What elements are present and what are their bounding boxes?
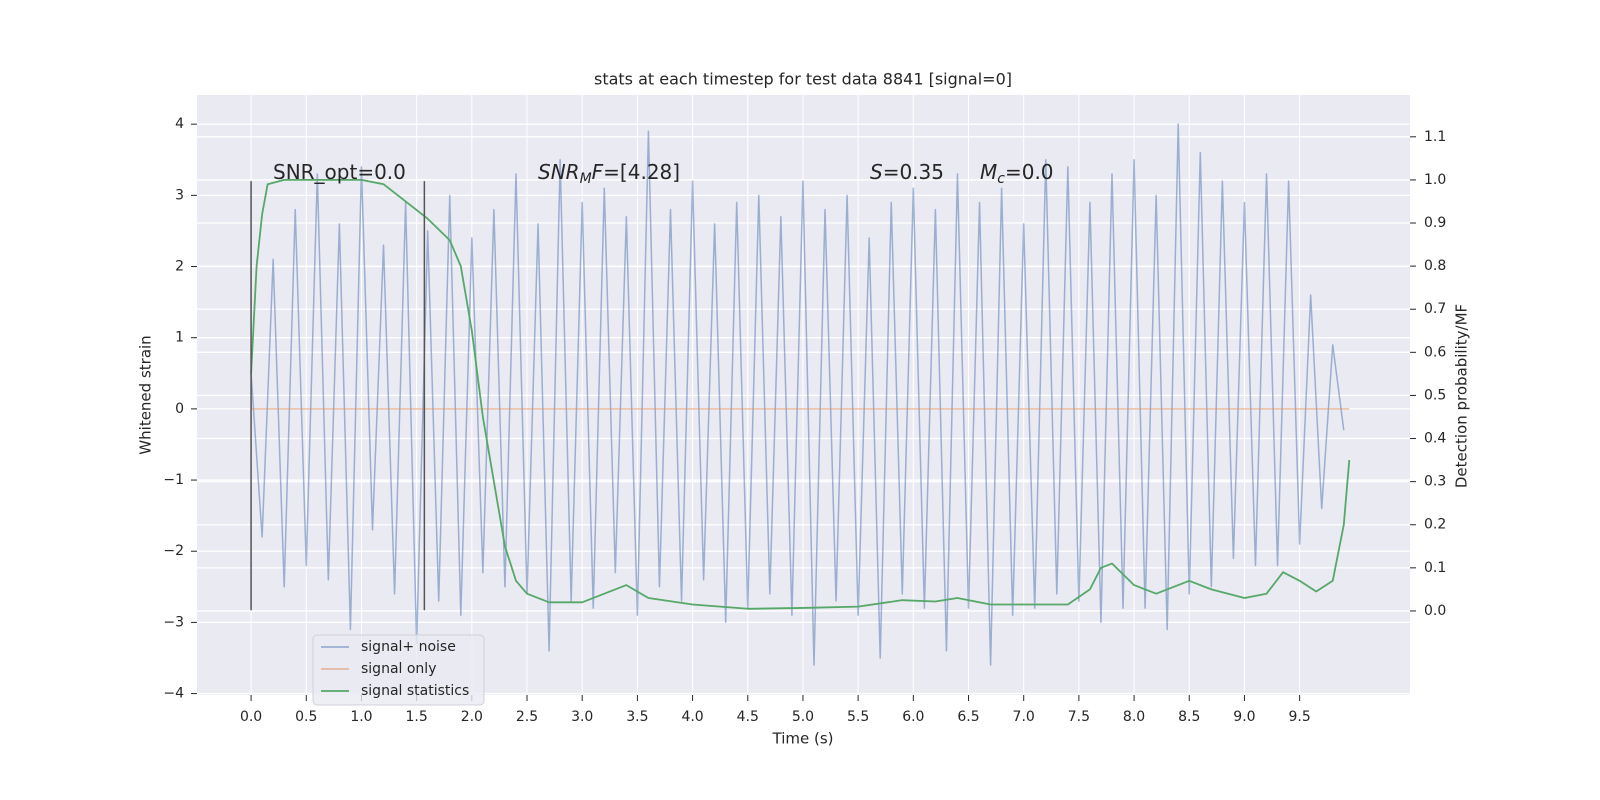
x-tick-label: 7.5: [1068, 709, 1090, 725]
x-tick-label: 2.0: [461, 709, 483, 725]
annotation-part: S: [870, 160, 883, 184]
legend-label: signal statistics: [361, 683, 469, 699]
x-tick-label: 0.0: [240, 709, 262, 725]
x-tick-label: 1.5: [406, 709, 428, 725]
x-tick-label: 6.0: [902, 709, 924, 725]
annotation-part: =[4.28]: [603, 160, 680, 184]
annotation: SNR_opt=0.0: [273, 160, 406, 184]
y-axis-label: Whitened strain: [137, 335, 155, 454]
y2-tick-label: 1.1: [1424, 129, 1446, 145]
y-tick-label: 3: [175, 187, 184, 203]
x-tick-label: 6.5: [957, 709, 979, 725]
annotation-part: SNR_opt=0.0: [273, 160, 406, 184]
x-axis-label: Time (s): [772, 730, 834, 748]
series-line: [250, 179, 1351, 610]
x-tick-label: 8.0: [1123, 709, 1145, 725]
y2-tick-label: 0.3: [1424, 474, 1446, 490]
axes: 0.0 0.5 1.0 1.5 2.0 2.5 3.0 3.5 4.0 4.5 5.0 5.5 6.0 6…: [163, 116, 1446, 725]
y2-axis-label: Detection probability/MF: [1453, 304, 1471, 488]
annotation-part: c: [997, 171, 1005, 187]
x-tick-label: 4.0: [681, 709, 703, 725]
y2-tick-label: 0.9: [1424, 215, 1446, 231]
x-tick-label: 5.5: [847, 709, 869, 725]
annotation-part: =0.35: [883, 160, 944, 184]
x-tick-label: 3.5: [626, 709, 648, 725]
y2-tick-label: 0.5: [1424, 387, 1446, 403]
y2-tick-label: 0.2: [1424, 517, 1446, 533]
annotation-part: M: [580, 171, 592, 187]
marks: [250, 123, 1351, 666]
legend-label: signal+ noise: [361, 639, 456, 655]
y-tick-label: 4: [175, 116, 184, 132]
y-tick-label: 0: [175, 401, 184, 417]
x-tick-label: 2.5: [516, 709, 538, 725]
y2-tick-label: 0.6: [1424, 344, 1446, 360]
y-tick-label: 1: [175, 330, 184, 346]
y2-tick-label: 0.7: [1424, 301, 1446, 317]
x-tick-label: 9.5: [1288, 709, 1310, 725]
annotation-part: =0.0: [1005, 160, 1054, 184]
x-tick-label: 9.0: [1233, 709, 1255, 725]
legend-box: [312, 634, 485, 706]
series-line: [250, 123, 1345, 666]
annotation-part: SNR: [538, 160, 580, 184]
annotation-part: F: [592, 160, 604, 184]
y2-tick-label: 0.0: [1424, 603, 1446, 619]
x-tick-label: 4.5: [737, 709, 759, 725]
y-tick-label: −1: [163, 472, 184, 488]
y-tick-label: −2: [163, 543, 184, 559]
x-tick-label: 3.0: [571, 709, 593, 725]
x-tick-label: 5.0: [792, 709, 814, 725]
y-tick-label: −4: [163, 686, 184, 702]
y2-tick-label: 0.4: [1424, 431, 1446, 447]
annotation: SNRMF=[4.28]: [538, 160, 680, 188]
legend: signal+ noise signal only signal statistic…: [312, 634, 485, 706]
legend-label: signal only: [361, 661, 436, 677]
y2-tick-label: 1.0: [1424, 172, 1446, 188]
annotation: Mc=0.0: [980, 160, 1054, 188]
annotation: S=0.35: [870, 160, 944, 184]
y2-tick-label: 0.1: [1424, 560, 1446, 576]
x-tick-label: 7.0: [1013, 709, 1035, 725]
x-tick-label: 1.0: [350, 709, 372, 725]
y-tick-label: −3: [163, 614, 184, 630]
y2-tick-label: 0.8: [1424, 258, 1446, 274]
x-tick-label: 8.5: [1178, 709, 1200, 725]
chart-title: stats at each timestep for test data 884…: [594, 70, 1012, 89]
y-tick-label: 2: [175, 259, 184, 275]
x-tick-label: 0.5: [295, 709, 317, 725]
annotation-part: M: [980, 160, 997, 184]
